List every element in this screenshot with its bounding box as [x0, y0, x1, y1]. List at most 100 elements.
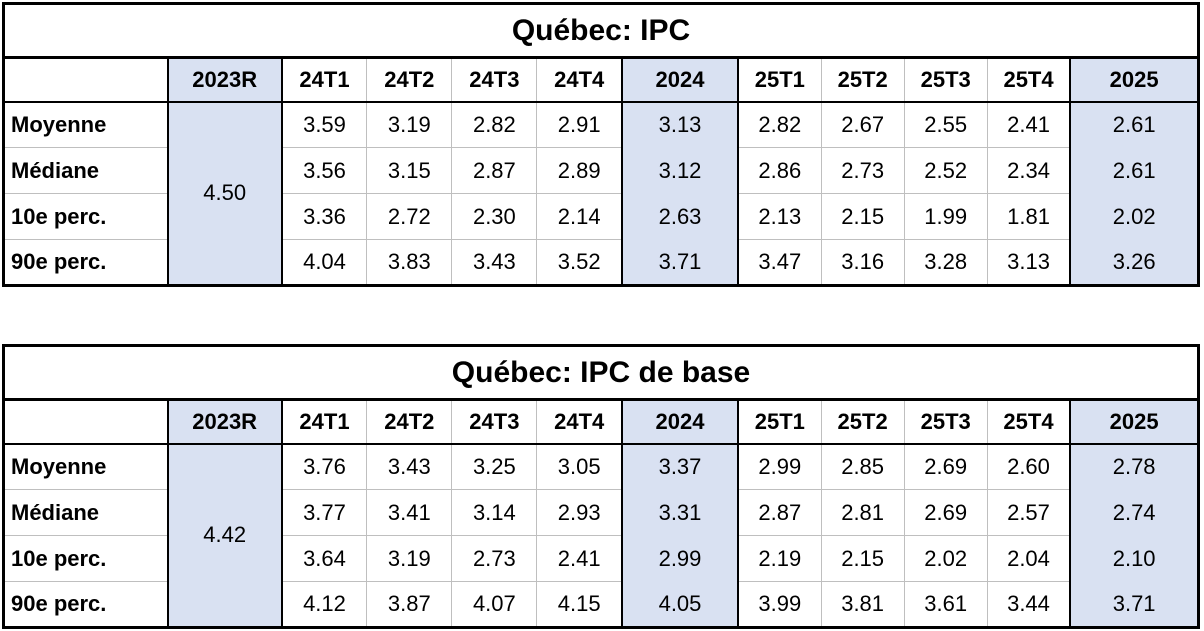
column-header-25T4: 25T4 — [986, 399, 1071, 445]
value-cell: 3.13 — [620, 101, 740, 148]
value-cell: 2.61 — [1069, 101, 1200, 148]
table-row: 10e perc. 3.64 3.19 2.73 2.41 2.99 2.19 2.15 2.0… — [3, 535, 1200, 582]
value-cell: 4.07 — [451, 581, 538, 628]
value-cell: 3.77 — [281, 489, 368, 536]
row-label: 90e perc. — [3, 239, 169, 286]
table-row: 90e perc. 4.12 3.87 4.07 4.15 4.05 3.99 3.81 3.6… — [3, 581, 1200, 628]
value-cell: 2.82 — [451, 101, 538, 148]
value-cell: 3.76 — [281, 443, 368, 490]
value-cell: 3.36 — [281, 193, 368, 240]
table-row: 10e perc. 3.36 2.72 2.30 2.14 2.63 2.13 2.15 1.9… — [3, 193, 1200, 240]
table-row: Médiane 3.56 3.15 2.87 2.89 3.12 2.86 2.73 2.52 2… — [3, 147, 1200, 194]
row-label: 10e perc. — [3, 193, 169, 240]
column-header-24T2: 24T2 — [366, 399, 453, 445]
value-cell: 4.05 — [620, 581, 740, 628]
value-cell: 2.10 — [1069, 535, 1200, 582]
value-cell: 2.73 — [820, 147, 905, 194]
value-cell: 2.34 — [986, 147, 1071, 194]
column-header-2025: 2025 — [1069, 399, 1200, 445]
table-title: Québec: IPC — [3, 3, 1199, 59]
value-cell: 3.47 — [737, 239, 822, 286]
table-title: Québec: IPC de base — [3, 345, 1199, 401]
value-cell: 4.04 — [281, 239, 368, 286]
value-cell: 2.87 — [451, 147, 538, 194]
value-cell: 3.83 — [366, 239, 453, 286]
column-header-2023R: 2023R — [166, 399, 283, 445]
value-cell: 2.30 — [451, 193, 538, 240]
value-cell: 3.41 — [366, 489, 453, 536]
column-header-24T4: 24T4 — [536, 399, 623, 445]
column-header-25T2: 25T2 — [820, 399, 905, 445]
value-cell: 3.25 — [451, 443, 538, 490]
row-label: Moyenne — [3, 101, 169, 148]
prev-year-merged-value: 4.50 — [166, 101, 283, 286]
value-cell: 3.52 — [536, 239, 623, 286]
column-header-2025: 2025 — [1069, 57, 1200, 103]
value-cell: 3.12 — [620, 147, 740, 194]
value-cell: 2.60 — [986, 443, 1071, 490]
value-cell: 3.15 — [366, 147, 453, 194]
column-header-24T3: 24T3 — [451, 57, 538, 103]
value-cell: 2.91 — [536, 101, 623, 148]
value-cell: 2.82 — [737, 101, 822, 148]
value-cell: 2.69 — [903, 489, 988, 536]
value-cell: 3.43 — [451, 239, 538, 286]
value-cell: 2.81 — [820, 489, 905, 536]
value-cell: 2.41 — [986, 101, 1071, 148]
value-cell: 2.67 — [820, 101, 905, 148]
value-cell: 2.89 — [536, 147, 623, 194]
column-header-2023R: 2023R — [166, 57, 283, 103]
value-cell: 2.85 — [820, 443, 905, 490]
value-cell: 2.74 — [1069, 489, 1200, 536]
value-cell: 1.99 — [903, 193, 988, 240]
value-cell: 2.73 — [451, 535, 538, 582]
value-cell: 2.72 — [366, 193, 453, 240]
value-cell: 3.43 — [366, 443, 453, 490]
row-label-column-header — [3, 57, 169, 103]
value-cell: 2.52 — [903, 147, 988, 194]
row-label: 10e perc. — [3, 535, 169, 582]
value-cell: 3.26 — [1069, 239, 1200, 286]
column-header-25T4: 25T4 — [986, 57, 1071, 103]
value-cell: 2.02 — [903, 535, 988, 582]
table-row: 90e perc. 4.04 3.83 3.43 3.52 3.71 3.47 3.16 3.2… — [3, 239, 1200, 286]
value-cell: 3.37 — [620, 443, 740, 490]
value-cell: 2.15 — [820, 193, 905, 240]
column-header-24T2: 24T2 — [366, 57, 453, 103]
value-cell: 3.59 — [281, 101, 368, 148]
table-row: Moyenne 4.50 3.59 3.19 2.82 2.91 3.13 2.82 2.67 2… — [3, 101, 1200, 286]
value-cell: 3.71 — [620, 239, 740, 286]
value-cell: 3.14 — [451, 489, 538, 536]
value-cell: 2.63 — [620, 193, 740, 240]
value-cell: 2.93 — [536, 489, 623, 536]
value-cell: 3.71 — [1069, 581, 1200, 628]
column-header-25T2: 25T2 — [820, 57, 905, 103]
value-cell: 2.87 — [737, 489, 822, 536]
value-cell: 1.81 — [986, 193, 1071, 240]
value-cell: 2.14 — [536, 193, 623, 240]
value-cell: 3.87 — [366, 581, 453, 628]
value-cell: 2.99 — [737, 443, 822, 490]
value-cell: 3.16 — [820, 239, 905, 286]
column-header-25T1: 25T1 — [737, 399, 822, 445]
row-label-column-header — [3, 399, 169, 445]
row-label: Médiane — [3, 489, 169, 536]
column-header-24T4: 24T4 — [536, 57, 623, 103]
value-cell: 3.31 — [620, 489, 740, 536]
column-header-24T3: 24T3 — [451, 399, 538, 445]
row-label: Médiane — [3, 147, 169, 194]
value-cell: 2.57 — [986, 489, 1071, 536]
value-cell: 2.04 — [986, 535, 1071, 582]
value-cell: 3.99 — [737, 581, 822, 628]
value-cell: 4.15 — [536, 581, 623, 628]
column-header-25T1: 25T1 — [737, 57, 822, 103]
column-header-25T3: 25T3 — [903, 399, 988, 445]
value-cell: 2.02 — [1069, 193, 1200, 240]
value-cell: 3.64 — [281, 535, 368, 582]
value-cell: 2.41 — [536, 535, 623, 582]
value-cell: 2.86 — [737, 147, 822, 194]
row-label: Moyenne — [3, 443, 169, 490]
column-header-2024: 2024 — [620, 399, 740, 445]
value-cell: 4.12 — [281, 581, 368, 628]
